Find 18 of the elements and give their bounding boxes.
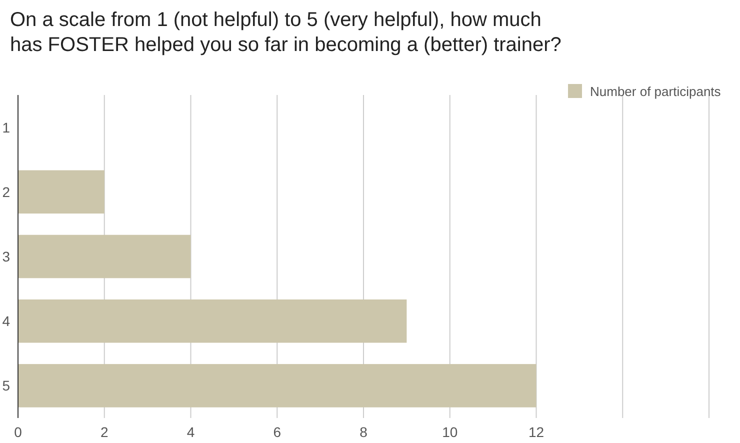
y-tick-label: 4 <box>2 313 10 330</box>
bar <box>18 170 104 214</box>
x-tick-label: 12 <box>528 424 544 440</box>
x-tick-label: 2 <box>100 424 108 440</box>
y-tick-label: 2 <box>2 184 10 200</box>
y-tick-label: 1 <box>2 119 10 136</box>
x-tick-label: 0 <box>14 424 22 440</box>
bar <box>18 299 407 343</box>
y-tick-label: 5 <box>2 378 10 394</box>
x-tick-label: 4 <box>186 424 195 440</box>
chart-title: On a scale from 1 (not helpful) to 5 (very helpful), how much has FOSTER helped you so far in becoming a (better) trainer? <box>10 9 562 56</box>
x-tick-label: 10 <box>442 424 458 440</box>
bar <box>18 234 191 278</box>
x-tick-label: 6 <box>273 424 282 440</box>
bar <box>18 364 536 408</box>
x-tick-label: 8 <box>360 424 368 440</box>
legend-label: Number of participants <box>590 84 722 99</box>
y-tick-label: 3 <box>2 248 10 264</box>
